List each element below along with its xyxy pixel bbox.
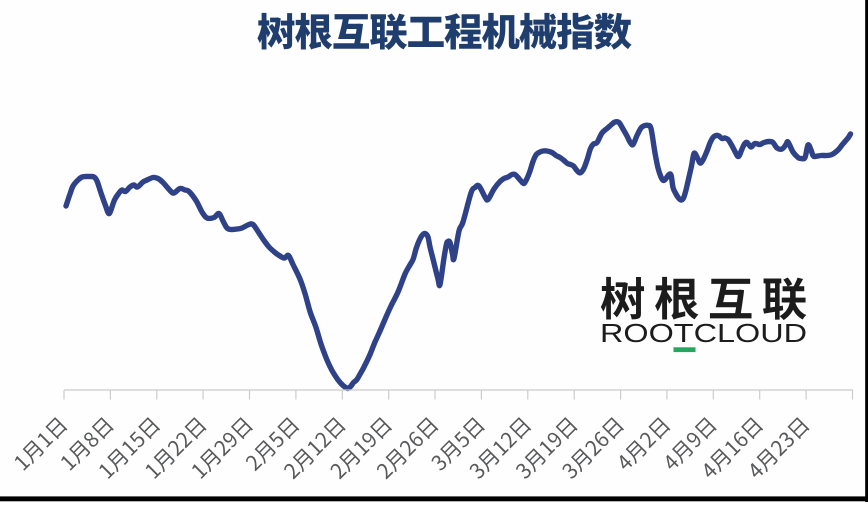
svg-text:ROOTCLOUD: ROOTCLOUD <box>600 320 807 348</box>
